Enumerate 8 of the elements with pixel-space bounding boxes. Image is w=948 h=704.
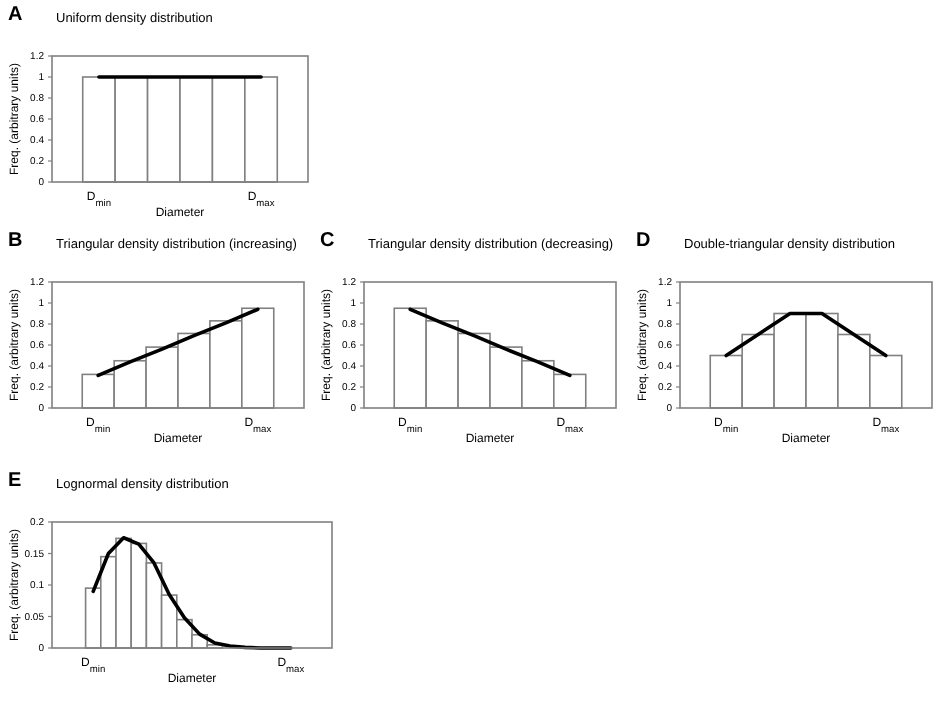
line-series <box>408 307 572 378</box>
text: E <box>8 470 22 492</box>
text: A <box>8 4 23 26</box>
line-series <box>91 535 293 650</box>
text: B <box>8 230 23 252</box>
text: C <box>320 230 335 252</box>
text: D <box>636 230 651 252</box>
line-series <box>96 307 260 378</box>
